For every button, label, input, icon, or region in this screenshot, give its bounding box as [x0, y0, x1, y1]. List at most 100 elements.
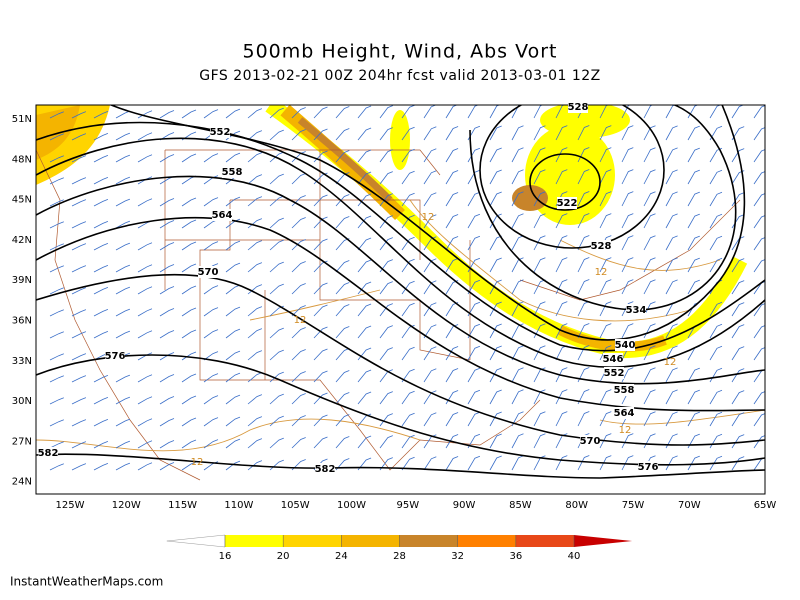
- wind-barb: [335, 128, 350, 141]
- wind-barb: [357, 171, 372, 185]
- wind-barb: [621, 147, 634, 163]
- wind-barb: [665, 433, 678, 449]
- wind-barb: [49, 133, 64, 141]
- wind-barb: [181, 307, 197, 317]
- longitude-label: 110W: [224, 500, 253, 511]
- wind-barb: [401, 192, 415, 207]
- colorbar-tick-label: 16: [219, 551, 232, 562]
- longitude-label: 120W: [112, 500, 141, 511]
- wind-barb: [181, 241, 197, 251]
- wind-barb: [445, 412, 459, 427]
- wind-barb: [511, 147, 524, 163]
- wind-barb: [577, 257, 590, 273]
- wind-barb: [203, 329, 219, 339]
- wind-barb: [247, 284, 263, 295]
- wind-barb: [247, 394, 263, 405]
- wind-barb: [599, 389, 612, 405]
- wind-barb: [247, 218, 263, 229]
- contour-label-bg: [212, 209, 232, 221]
- wind-barb: [291, 261, 306, 273]
- wind-barb: [401, 368, 415, 383]
- colorbar-tick-label: 28: [393, 551, 406, 562]
- wind-barb: [379, 149, 393, 163]
- wind-barb: [269, 129, 284, 141]
- wind-barb: [467, 411, 481, 427]
- wind-barb: [159, 198, 175, 207]
- wind-barb: [159, 440, 175, 449]
- wind-barb: [643, 213, 656, 229]
- wind-barb: [621, 323, 634, 339]
- height-contour-label: 534: [626, 305, 647, 316]
- wind-barb: [115, 132, 131, 141]
- wind-barb: [665, 323, 678, 339]
- wind-barb: [291, 349, 306, 361]
- wind-barb: [357, 391, 372, 405]
- wind-barb: [225, 262, 241, 273]
- wind-barb: [489, 105, 501, 119]
- wind-barb: [115, 154, 131, 163]
- height-contour-label: 522: [557, 198, 578, 209]
- wind-barb: [269, 239, 284, 251]
- wind-barb: [401, 324, 415, 339]
- wind-barb: [621, 213, 634, 229]
- wind-barb: [357, 281, 372, 295]
- wind-barb: [467, 367, 481, 383]
- contour-label-bg: [315, 463, 335, 475]
- longitude-label: 115W: [168, 500, 197, 511]
- wind-barb: [423, 324, 437, 339]
- wind-barb: [49, 221, 64, 229]
- wind-barb: [709, 389, 723, 405]
- wind-barb: [115, 176, 131, 185]
- wind-barb: [555, 345, 568, 361]
- wind-barb: [401, 170, 415, 185]
- wind-barb: [379, 303, 393, 317]
- wind-barb: [555, 235, 568, 251]
- wind-barb: [731, 148, 745, 163]
- wind-barb: [71, 243, 87, 251]
- wind-barb: [203, 417, 219, 427]
- wind-barb: [49, 441, 64, 449]
- wind-barb: [379, 105, 393, 119]
- wind-barb: [709, 345, 723, 361]
- contour-label-bg: [198, 266, 218, 278]
- wind-barb: [313, 106, 328, 119]
- wind-barb: [489, 367, 502, 383]
- wind-barb: [379, 435, 393, 449]
- wind-barb: [731, 192, 745, 207]
- wind-barb: [709, 367, 723, 383]
- wind-barb: [269, 217, 284, 229]
- wind-barb: [269, 261, 284, 273]
- wind-barb: [137, 374, 153, 383]
- wind-barb: [379, 281, 393, 295]
- wind-barb: [93, 375, 109, 383]
- wind-barb: [49, 331, 64, 339]
- vorticity-contour-label: 12: [619, 425, 632, 436]
- wind-barb: [555, 125, 568, 141]
- wind-barb: [445, 126, 459, 141]
- wind-barb: [467, 191, 481, 207]
- wind-barb: [159, 264, 175, 273]
- wind-barb: [423, 148, 437, 163]
- wind-barb: [357, 435, 372, 449]
- wind-barb: [203, 109, 219, 119]
- wind-barb: [423, 236, 437, 251]
- wind-barb: [687, 411, 700, 427]
- wind-barb: [687, 213, 700, 229]
- wind-barb: [137, 132, 153, 141]
- wind-barb: [71, 331, 87, 339]
- colorbar-segment: [283, 535, 342, 547]
- wind-barb: [247, 108, 263, 119]
- wind-barb: [577, 455, 590, 471]
- wind-barb: [71, 287, 87, 295]
- latitude-label: 24N: [12, 477, 32, 488]
- wind-barb: [445, 456, 459, 471]
- wind-barb: [665, 345, 678, 361]
- wind-barb: [599, 411, 612, 427]
- wind-barb: [93, 221, 109, 229]
- colorbar-segment: [399, 535, 458, 547]
- wind-barb: [71, 353, 87, 361]
- wind-barb: [225, 240, 241, 251]
- wind-barb: [247, 130, 263, 141]
- wind-barb: [357, 325, 372, 339]
- wind-barb: [709, 235, 723, 251]
